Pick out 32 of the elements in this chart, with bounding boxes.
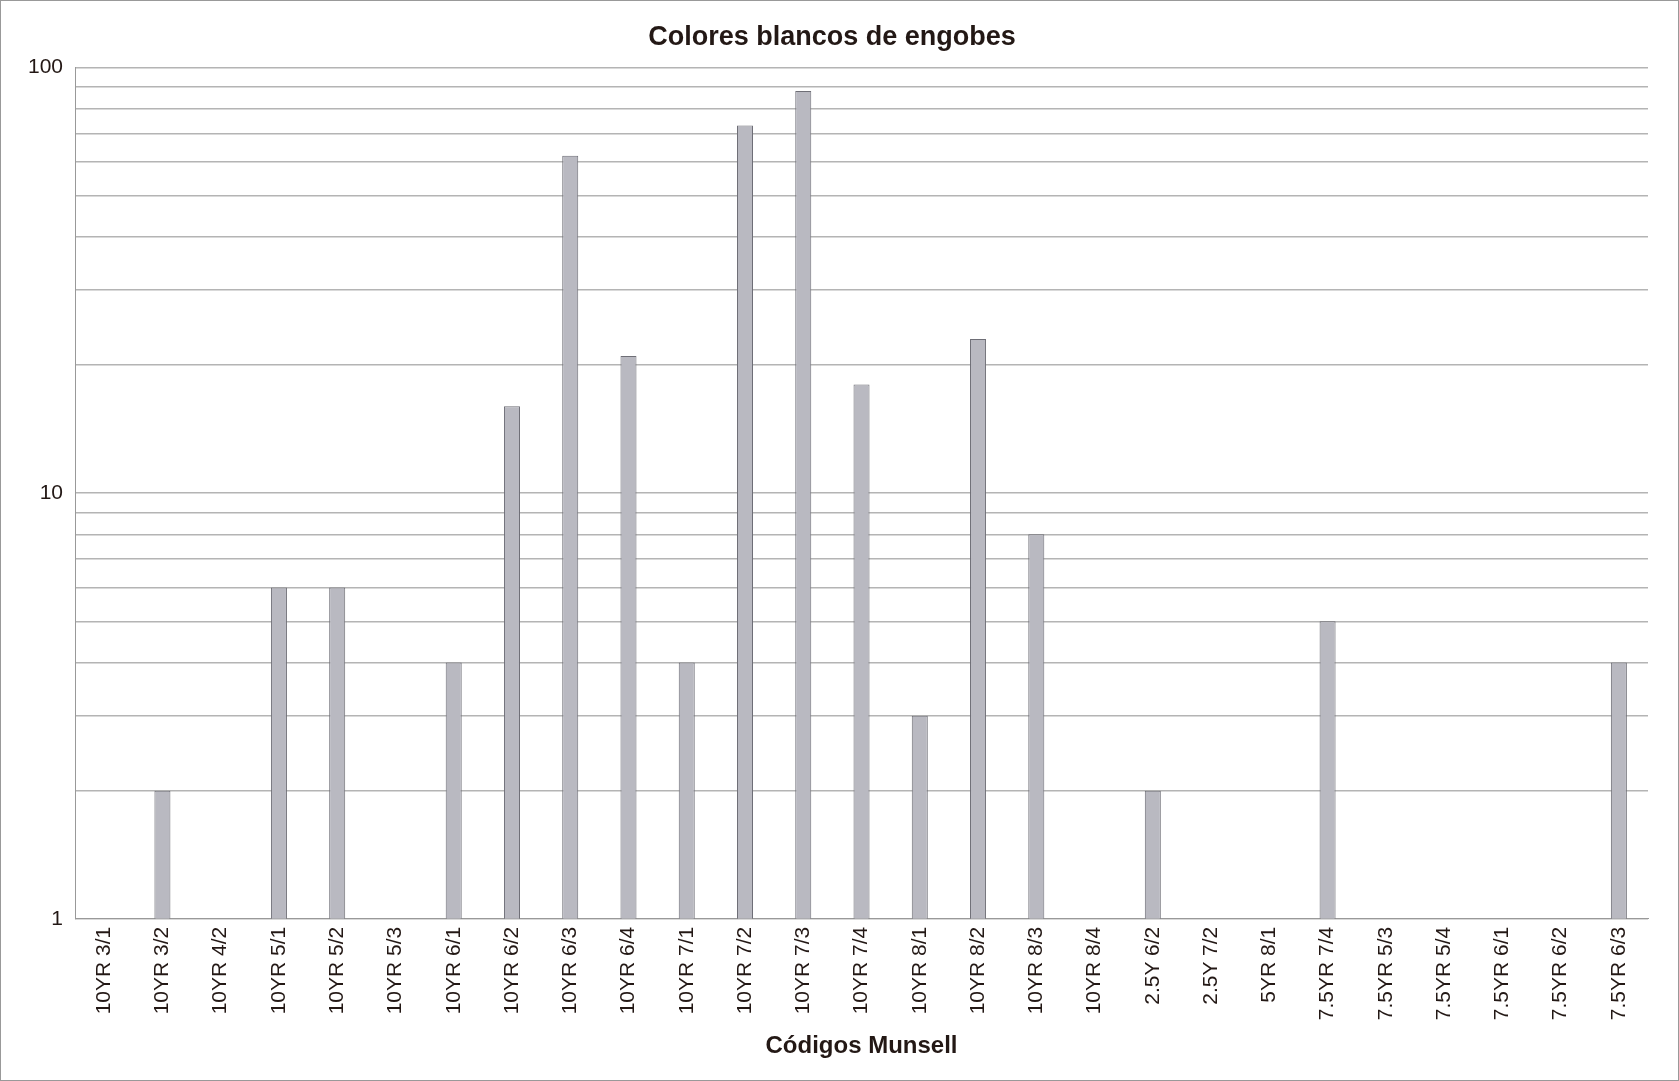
x-tick-label: 10YR 3/2 <box>149 926 173 1015</box>
x-tick-label: 10YR 7/1 <box>673 926 697 1015</box>
x-tick-label: 2.5Y 6/2 <box>1139 926 1163 1005</box>
x-tick-label: 10YR 7/4 <box>848 926 872 1015</box>
y-tick-label: 10 <box>39 479 64 503</box>
x-tick-label: 7.5YR 6/3 <box>1605 926 1629 1021</box>
x-tick-label: 10YR 8/4 <box>1081 926 1105 1015</box>
x-axis-title: Códigos Munsell <box>765 1031 958 1059</box>
x-tick-label: 10YR 8/1 <box>906 926 930 1015</box>
x-tick-label: 7.5YR 5/4 <box>1430 926 1454 1021</box>
x-tick-label: 10YR 6/2 <box>498 926 522 1015</box>
x-tick-label: 5YR 8/1 <box>1256 926 1280 1003</box>
chart-title: Colores blancos de engobes <box>648 20 1016 51</box>
x-tick-label: 10YR 7/3 <box>790 926 814 1015</box>
x-tick-label: 10YR 6/3 <box>557 926 581 1015</box>
x-tick-label: 10YR 6/1 <box>440 926 464 1015</box>
y-tick-label: 100 <box>27 54 64 78</box>
x-tick-label: 7.5YR 6/2 <box>1547 926 1571 1021</box>
x-tick-label: 10YR 5/2 <box>323 926 347 1015</box>
x-tick-label: 7.5YR 5/3 <box>1372 926 1396 1021</box>
x-tick-label: 7.5YR 6/1 <box>1489 926 1513 1021</box>
x-tick-label: 10YR 8/3 <box>1023 926 1047 1015</box>
x-tick-label: 10YR 5/1 <box>265 926 289 1015</box>
x-tick-label: 10YR 7/2 <box>731 926 755 1015</box>
x-tick-label: 7.5YR 7/4 <box>1314 926 1338 1021</box>
y-tick-label: 1 <box>51 905 64 929</box>
x-tick-label: 10YR 6/4 <box>615 926 639 1015</box>
x-tick-label: 10YR 3/1 <box>90 926 114 1015</box>
x-tick-label: 10YR 4/2 <box>207 926 231 1015</box>
x-tick-label: 10YR 8/2 <box>964 926 988 1015</box>
x-tick-label: 10YR 5/3 <box>382 926 406 1015</box>
x-tick-label: 2.5Y 7/2 <box>1197 926 1221 1005</box>
